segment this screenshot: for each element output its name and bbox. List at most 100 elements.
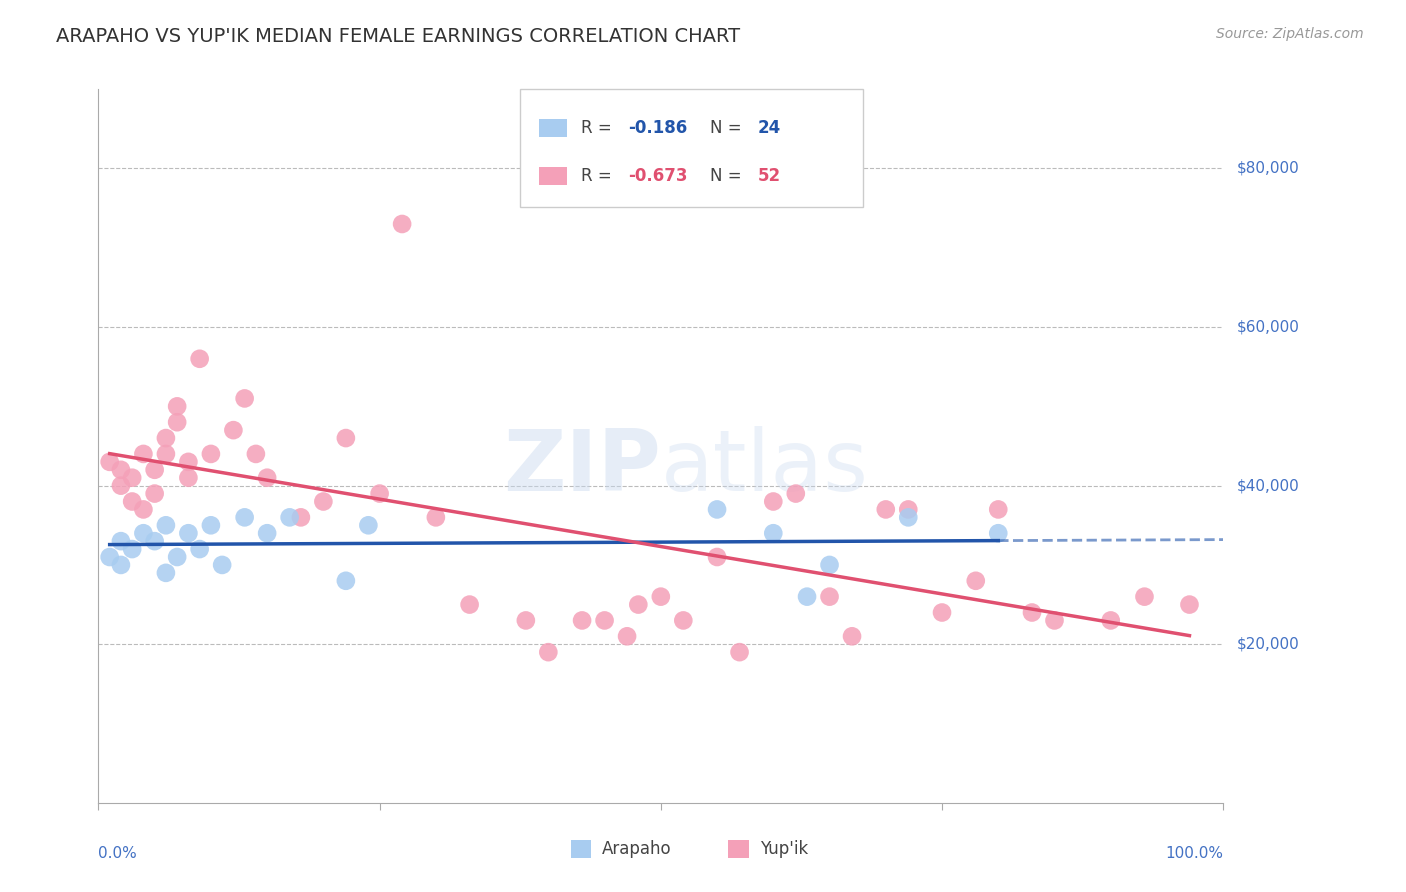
Point xyxy=(616,629,638,643)
Text: atlas: atlas xyxy=(661,425,869,509)
Point xyxy=(110,463,132,477)
Point xyxy=(121,471,143,485)
Point xyxy=(1043,614,1066,628)
Point xyxy=(222,423,245,437)
Point xyxy=(897,502,920,516)
Point xyxy=(706,549,728,564)
Text: -0.186: -0.186 xyxy=(628,120,688,137)
Point xyxy=(211,558,233,572)
Point xyxy=(188,542,211,557)
Text: ZIP: ZIP xyxy=(503,425,661,509)
Point xyxy=(650,590,672,604)
Point xyxy=(121,494,143,508)
FancyBboxPatch shape xyxy=(540,120,568,137)
Text: 100.0%: 100.0% xyxy=(1166,846,1223,861)
Point xyxy=(1133,590,1156,604)
Point xyxy=(965,574,987,588)
Text: R =: R = xyxy=(581,120,617,137)
Point xyxy=(177,526,200,541)
Point xyxy=(818,558,841,572)
Text: Yup'ik: Yup'ik xyxy=(759,840,808,858)
Point xyxy=(762,526,785,541)
Point xyxy=(278,510,301,524)
Point xyxy=(987,502,1010,516)
Text: -0.673: -0.673 xyxy=(628,167,688,185)
Point xyxy=(593,614,616,628)
FancyBboxPatch shape xyxy=(728,840,748,858)
Point xyxy=(627,598,650,612)
Point xyxy=(132,502,155,516)
FancyBboxPatch shape xyxy=(540,167,568,185)
Point xyxy=(458,598,481,612)
FancyBboxPatch shape xyxy=(520,89,863,207)
Point xyxy=(233,392,256,406)
FancyBboxPatch shape xyxy=(571,840,591,858)
Text: $60,000: $60,000 xyxy=(1237,319,1301,334)
Text: N =: N = xyxy=(710,167,747,185)
Point xyxy=(1178,598,1201,612)
Point xyxy=(155,447,177,461)
Point xyxy=(762,494,785,508)
Point xyxy=(110,558,132,572)
Point xyxy=(200,518,222,533)
Text: Source: ZipAtlas.com: Source: ZipAtlas.com xyxy=(1216,27,1364,41)
Point xyxy=(177,455,200,469)
Text: ARAPAHO VS YUP'IK MEDIAN FEMALE EARNINGS CORRELATION CHART: ARAPAHO VS YUP'IK MEDIAN FEMALE EARNINGS… xyxy=(56,27,741,45)
Point xyxy=(537,645,560,659)
Point xyxy=(875,502,897,516)
Text: N =: N = xyxy=(710,120,747,137)
Point xyxy=(188,351,211,366)
Point xyxy=(143,486,166,500)
Point xyxy=(515,614,537,628)
Point xyxy=(143,463,166,477)
Point xyxy=(1021,606,1043,620)
Point xyxy=(571,614,593,628)
Point xyxy=(155,566,177,580)
Point xyxy=(312,494,335,508)
Point xyxy=(110,478,132,492)
Point xyxy=(335,574,357,588)
Point xyxy=(931,606,953,620)
Point xyxy=(143,534,166,549)
Point xyxy=(818,590,841,604)
Point xyxy=(132,447,155,461)
Point xyxy=(335,431,357,445)
Point xyxy=(132,526,155,541)
Point xyxy=(391,217,413,231)
Text: Arapaho: Arapaho xyxy=(602,840,672,858)
Point xyxy=(155,518,177,533)
Point xyxy=(256,471,278,485)
Point xyxy=(177,471,200,485)
Text: 0.0%: 0.0% xyxy=(98,846,138,861)
Point xyxy=(98,455,121,469)
Point xyxy=(245,447,267,461)
Point xyxy=(425,510,447,524)
Point xyxy=(110,534,132,549)
Point xyxy=(1099,614,1122,628)
Point xyxy=(987,526,1010,541)
Point xyxy=(290,510,312,524)
Point xyxy=(155,431,177,445)
Point xyxy=(706,502,728,516)
Text: $80,000: $80,000 xyxy=(1237,161,1301,176)
Point xyxy=(200,447,222,461)
Point xyxy=(357,518,380,533)
Point xyxy=(841,629,863,643)
Point xyxy=(121,542,143,557)
Point xyxy=(98,549,121,564)
Text: 24: 24 xyxy=(758,120,780,137)
Text: $40,000: $40,000 xyxy=(1237,478,1301,493)
Point xyxy=(166,549,188,564)
Point xyxy=(785,486,807,500)
Text: $20,000: $20,000 xyxy=(1237,637,1301,652)
Text: R =: R = xyxy=(581,167,617,185)
Point xyxy=(233,510,256,524)
Point xyxy=(166,415,188,429)
Point xyxy=(166,400,188,414)
Point xyxy=(256,526,278,541)
Point xyxy=(368,486,391,500)
Point xyxy=(796,590,818,604)
Point xyxy=(672,614,695,628)
Point xyxy=(897,510,920,524)
Text: 52: 52 xyxy=(758,167,780,185)
